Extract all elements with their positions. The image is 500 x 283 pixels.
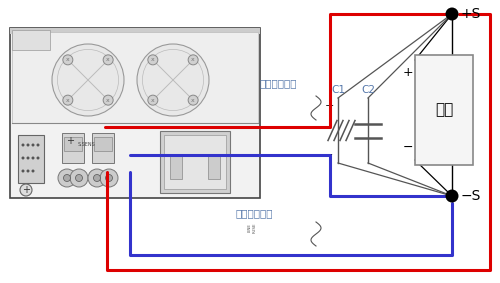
Circle shape xyxy=(188,55,198,65)
Bar xyxy=(92,133,114,163)
Bar xyxy=(160,131,230,193)
Circle shape xyxy=(103,95,113,105)
Bar xyxy=(164,135,226,189)
Circle shape xyxy=(100,169,118,187)
Circle shape xyxy=(52,44,124,116)
Circle shape xyxy=(70,169,88,187)
Text: −S: −S xyxy=(461,189,481,203)
Text: x: x xyxy=(151,57,154,62)
Text: −: − xyxy=(403,140,413,153)
Text: より合わせる: より合わせる xyxy=(260,78,298,88)
Text: x: x xyxy=(106,98,110,103)
Text: +: + xyxy=(22,185,30,195)
Bar xyxy=(64,137,82,151)
Circle shape xyxy=(64,175,70,181)
Bar xyxy=(10,28,260,198)
Circle shape xyxy=(94,175,100,181)
Text: S.SENS: S.SENS xyxy=(77,143,95,147)
Text: +: + xyxy=(402,67,413,80)
Bar xyxy=(415,55,473,165)
Bar xyxy=(10,28,260,34)
Text: C1: C1 xyxy=(331,85,345,95)
Circle shape xyxy=(148,95,158,105)
Text: −: − xyxy=(324,150,334,160)
Circle shape xyxy=(58,169,76,187)
Circle shape xyxy=(32,156,34,160)
Circle shape xyxy=(188,95,198,105)
Text: x: x xyxy=(66,57,70,62)
Circle shape xyxy=(32,170,34,173)
Text: x: x xyxy=(192,98,195,103)
Bar xyxy=(62,133,84,163)
Text: LINE
FUSE: LINE FUSE xyxy=(248,223,256,233)
Bar xyxy=(94,137,112,151)
Text: +: + xyxy=(324,101,334,111)
Circle shape xyxy=(32,143,34,147)
Circle shape xyxy=(22,156,25,160)
Bar xyxy=(170,155,182,179)
Circle shape xyxy=(106,175,112,181)
Circle shape xyxy=(137,44,209,116)
Circle shape xyxy=(446,8,458,20)
Circle shape xyxy=(26,156,30,160)
Circle shape xyxy=(22,170,25,173)
Text: x: x xyxy=(151,98,154,103)
Bar xyxy=(12,30,50,50)
Text: C2: C2 xyxy=(361,85,375,95)
Bar xyxy=(18,135,44,183)
Circle shape xyxy=(103,55,113,65)
Circle shape xyxy=(446,190,458,203)
Circle shape xyxy=(76,175,82,181)
Bar xyxy=(208,155,220,179)
Text: x: x xyxy=(66,98,70,103)
Text: +: + xyxy=(66,136,74,146)
Circle shape xyxy=(88,169,106,187)
Circle shape xyxy=(26,170,30,173)
Circle shape xyxy=(36,156,40,160)
Circle shape xyxy=(148,55,158,65)
Text: 負荷: 負荷 xyxy=(435,102,453,117)
Text: x: x xyxy=(192,57,195,62)
Circle shape xyxy=(22,143,25,147)
Bar xyxy=(12,32,258,123)
Text: より合わせる: より合わせる xyxy=(235,208,273,218)
Circle shape xyxy=(20,184,32,196)
Circle shape xyxy=(26,143,30,147)
Circle shape xyxy=(63,95,73,105)
Text: x: x xyxy=(106,57,110,62)
Circle shape xyxy=(36,143,40,147)
Text: +S: +S xyxy=(461,7,481,21)
Circle shape xyxy=(63,55,73,65)
